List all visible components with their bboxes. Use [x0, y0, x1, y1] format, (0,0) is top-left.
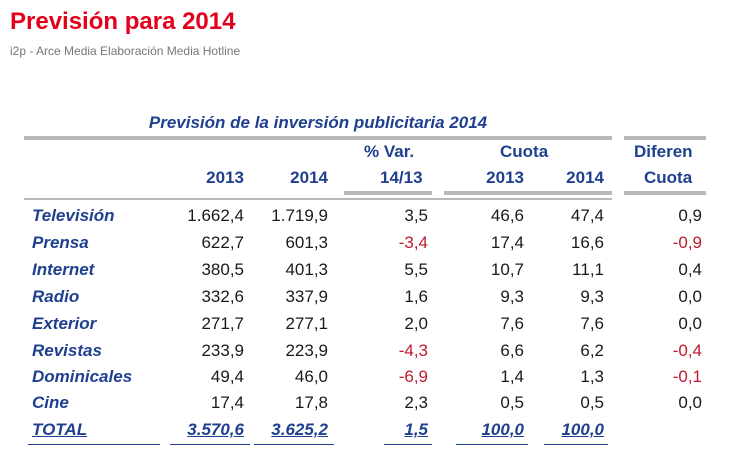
- row-cuota-2014: 11,1: [572, 260, 604, 279]
- row-label-cine: Cine: [32, 393, 69, 412]
- row-value-2013: 622,7: [201, 233, 244, 252]
- row-value-2013: 1.662,4: [187, 206, 244, 225]
- total-label-double-rule: [28, 444, 160, 445]
- row-cuota-2014: 0,5: [580, 393, 604, 412]
- row-label-revistas: Revistas: [32, 341, 102, 360]
- table-title: Previsión de la inversión publicitaria 2…: [148, 113, 488, 132]
- row-cuota-2013: 17,4: [490, 233, 524, 252]
- total-variation: 1,5: [404, 420, 428, 439]
- row-cuota-2014: 47,4: [570, 206, 604, 225]
- total-value-2013: 3.570,6: [187, 420, 244, 439]
- row-label-prensa: Prensa: [32, 233, 89, 252]
- row-label-dominicales: Dominicales: [32, 367, 133, 386]
- row-value-2013: 49,4: [210, 367, 244, 386]
- row-value-2013: 233,9: [201, 341, 244, 360]
- cuota-group-rule: [444, 191, 612, 195]
- row-cuota-diff: -0,4: [672, 341, 702, 360]
- row-label-internet: Internet: [32, 260, 95, 279]
- total-label: TOTAL: [32, 420, 88, 439]
- header-diff-line2: Cuota: [644, 168, 693, 187]
- row-cuota-2013: 6,6: [500, 341, 524, 360]
- header-bottom-rule: [24, 198, 612, 200]
- row-value-2014: 401,3: [285, 260, 328, 279]
- row-variation: -3,4: [398, 233, 428, 252]
- row-value-2014: 223,9: [285, 341, 328, 360]
- total-2013-double-rule: [170, 444, 250, 445]
- row-cuota-diff: 0,0: [678, 393, 702, 412]
- header-2014: 2014: [290, 168, 328, 187]
- total-value-2014: 3.625,2: [271, 420, 328, 439]
- source-caption: i2p - Arce Media Elaboración Media Hotli…: [10, 44, 241, 58]
- row-value-2014: 601,3: [285, 233, 328, 252]
- header-var-line1: % Var.: [364, 142, 415, 161]
- total-cuota2013-double-rule: [456, 444, 528, 445]
- row-cuota-2014: 9,3: [580, 287, 604, 306]
- row-cuota-2014: 7,6: [580, 314, 604, 333]
- table-top-rule: [24, 136, 612, 140]
- row-value-2013: 332,6: [201, 287, 244, 306]
- page-title: Previsión para 2014: [10, 8, 236, 35]
- diff-header-rule: [624, 191, 706, 195]
- row-variation: 2,0: [404, 314, 428, 333]
- row-variation: 5,5: [404, 260, 428, 279]
- header-var-line2: 14/13: [380, 168, 423, 187]
- row-cuota-diff: 0,0: [678, 314, 702, 333]
- row-cuota-diff: 0,4: [678, 260, 702, 279]
- row-cuota-diff: 0,0: [678, 287, 702, 306]
- total-2014-double-rule: [254, 444, 334, 445]
- row-cuota-2013: 7,6: [500, 314, 524, 333]
- row-value-2014: 46,0: [294, 367, 328, 386]
- row-value-2014: 1.719,9: [271, 206, 328, 225]
- row-cuota-2013: 0,5: [500, 393, 524, 412]
- row-variation: 1,6: [404, 287, 428, 306]
- row-label-television: Televisión: [32, 206, 115, 225]
- header-2013: 2013: [206, 168, 244, 187]
- row-cuota-2014: 1,3: [580, 367, 604, 386]
- header-cuota-2013: 2013: [486, 168, 524, 187]
- row-cuota-2013: 46,6: [490, 206, 524, 225]
- row-value-2014: 337,9: [285, 287, 328, 306]
- row-variation: 3,5: [404, 206, 428, 225]
- total-cuota2014-double-rule: [544, 444, 608, 445]
- row-value-2013: 380,5: [201, 260, 244, 279]
- total-var-double-rule: [384, 444, 432, 445]
- row-label-radio: Radio: [32, 287, 80, 306]
- row-cuota-diff: -0,1: [672, 367, 702, 386]
- var-group-rule: [344, 191, 432, 195]
- total-cuota-2013: 100,0: [481, 420, 524, 439]
- row-value-2014: 17,8: [294, 393, 328, 412]
- diff-top-rule: [624, 136, 706, 140]
- row-cuota-2014: 6,2: [580, 341, 604, 360]
- header-cuota-2014: 2014: [566, 168, 604, 187]
- row-cuota-2013: 10,7: [490, 260, 524, 279]
- row-cuota-2013: 9,3: [500, 287, 524, 306]
- row-value-2013: 271,7: [201, 314, 244, 333]
- row-cuota-2013: 1,4: [500, 367, 524, 386]
- row-value-2013: 17,4: [210, 393, 244, 412]
- row-variation: 2,3: [404, 393, 428, 412]
- row-value-2014: 277,1: [285, 314, 328, 333]
- header-diff-line1: Diferen: [634, 142, 693, 161]
- row-cuota-diff: 0,9: [678, 206, 702, 225]
- row-variation: -6,9: [398, 367, 428, 386]
- row-label-exterior: Exterior: [32, 314, 97, 333]
- row-cuota-diff: -0,9: [672, 233, 702, 252]
- row-cuota-2014: 16,6: [570, 233, 604, 252]
- row-variation: -4,3: [398, 341, 428, 360]
- header-cuota-group: Cuota: [500, 142, 549, 161]
- total-cuota-2014: 100,0: [561, 420, 604, 439]
